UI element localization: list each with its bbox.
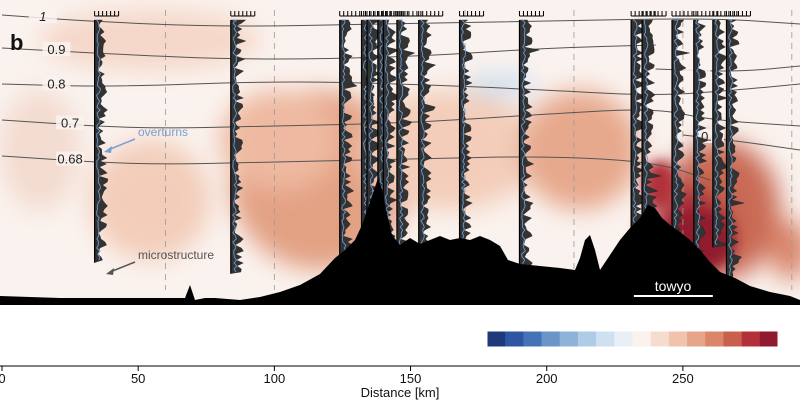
colorbar-swatches: [486, 330, 779, 348]
colorbar-swatch-7: [614, 331, 633, 347]
annotations: overturns microstructure towyo: [104, 125, 713, 297]
contour-label-bg-2: [42, 76, 71, 91]
x-tick-label-3: 150: [400, 371, 422, 386]
contour-label-4: 0.68: [57, 152, 82, 167]
profile-overturn-15: [714, 19, 720, 246]
profile-scale-14: [693, 11, 719, 17]
profile-overturn-8: [420, 19, 426, 276]
profile-16: [725, 11, 751, 281]
profile-1: [230, 11, 256, 274]
colorbar-swatch-4: [559, 331, 579, 347]
dissipation-tick-low: −11: [78, 347, 98, 361]
colorbar-swatch-8: [632, 331, 651, 347]
profile-epsilon-7: [396, 19, 416, 260]
colorbar-tick-0: −0.4: [474, 315, 500, 330]
profile-scale-16: [725, 11, 751, 17]
colorbar-swatch-5: [577, 331, 597, 347]
overturns-label: overturns: [138, 125, 188, 139]
contour-label-bg-4: [56, 151, 85, 166]
colorbar-swatch-15: [759, 331, 779, 347]
x-tick-label-0: 0: [0, 371, 6, 386]
profile-15: [712, 11, 738, 248]
profile-overturn-2: [341, 19, 347, 288]
contour-label-1: 0.9: [47, 42, 65, 57]
contour-label-2: 0.8: [47, 77, 65, 92]
contour-label-bg-3: [56, 115, 85, 130]
overturns-arrowhead: [104, 146, 112, 153]
profile-scale-13: [671, 11, 697, 17]
colorbar-ticks: −0.4 −0.2 0 0.2 0.4: [474, 315, 787, 330]
profile-7: [396, 11, 422, 260]
dissipation-tick-high: −6: [109, 347, 123, 361]
x-axis-ticks: 0 50 100 150 200 250: [0, 366, 694, 386]
colorbar-tick-1: −0.2: [547, 315, 573, 330]
contour-label-3: 0.7: [61, 116, 79, 131]
profile-8: [418, 11, 444, 278]
x-tick-label-2: 100: [264, 371, 286, 386]
profile-scale-12: [641, 11, 667, 17]
colorbar-swatch-1: [505, 331, 524, 347]
dissipation-scale-ticks: [87, 338, 117, 344]
colorbar-swatch-3: [541, 331, 561, 347]
colorbar-swatch-13: [723, 331, 742, 347]
profile-overturn-7: [398, 19, 404, 258]
seafloor-bathymetry: [0, 178, 800, 305]
overturns-arrow: [107, 138, 136, 151]
contour-label-0: 1: [39, 9, 46, 24]
profile-epsilon-10: [519, 19, 540, 289]
profile-overturn-16: [728, 19, 733, 279]
profile-scale-6: [382, 11, 408, 17]
microstructure-arrow: [109, 261, 136, 273]
profile-scale-9: [459, 11, 485, 17]
profile-overturn-14: [695, 19, 701, 258]
colorbar-swatch-14: [741, 331, 761, 347]
dissipation-legend: −11 −6 log₁₀ε [W/kg]: [78, 338, 205, 361]
profile-scale-0: [94, 11, 120, 17]
profile-scale-5: [377, 11, 403, 17]
colorbar-frame: [486, 330, 779, 348]
profile-scale-2: [339, 11, 365, 17]
x-tick-label-4: 200: [536, 371, 558, 386]
profile-scale-7: [396, 11, 422, 17]
profile-overturn-10: [520, 19, 526, 288]
colorbar-swatch-9: [650, 331, 670, 347]
contour-label-bg-1: [42, 42, 71, 56]
x-axis: 0 50 100 150 200 250 Distance [km]: [0, 365, 800, 400]
colorbar-swatch-6: [596, 331, 615, 347]
profile-scale-10: [518, 11, 544, 17]
profile-epsilon-8: [418, 19, 437, 278]
contour-label-bg-0: [28, 9, 57, 23]
colorbar-swatch-0: [487, 331, 506, 347]
microstructure-arrowhead: [106, 268, 114, 275]
colorbar: Northward Velocity [m/s] −0.4 −0.2 0 0.2 0.4: [300, 315, 787, 348]
colorbar-tick-4: 0.4: [769, 315, 787, 330]
profile-scale-1: [230, 11, 256, 17]
profile-scale-8: [418, 11, 444, 17]
profile-overturn-1: [232, 19, 238, 273]
profile-scale-11: [630, 11, 656, 17]
colorbar-swatch-11: [687, 331, 706, 347]
colorbar-swatch-12: [705, 331, 724, 347]
profile-10: [518, 11, 544, 289]
x-tick-label-1: 50: [131, 371, 145, 386]
colorbar-tick-2: 0: [629, 315, 636, 330]
density-contour-0: [1, 14, 800, 27]
dissipation-label: log₁₀ε [W/kg]: [132, 341, 205, 356]
panel-label: b: [10, 30, 23, 55]
profile-overturn-0: [96, 19, 102, 261]
colorbar-swatch-10: [668, 331, 688, 347]
x-tick-label-5: 250: [672, 371, 694, 386]
towyo-label: towyo: [655, 278, 692, 294]
profile-0: [94, 11, 120, 263]
profile-epsilon-15: [712, 19, 730, 248]
colorbar-swatch-2: [523, 331, 542, 347]
microstructure-label: microstructure: [138, 248, 214, 262]
colorbar-tick-3: 0.2: [696, 315, 714, 330]
x-axis-label: Distance [km]: [361, 385, 440, 400]
profile-scale-15: [712, 11, 738, 17]
colorbar-title: Northward Velocity [m/s]: [300, 333, 440, 348]
profile-14: [693, 11, 719, 259]
